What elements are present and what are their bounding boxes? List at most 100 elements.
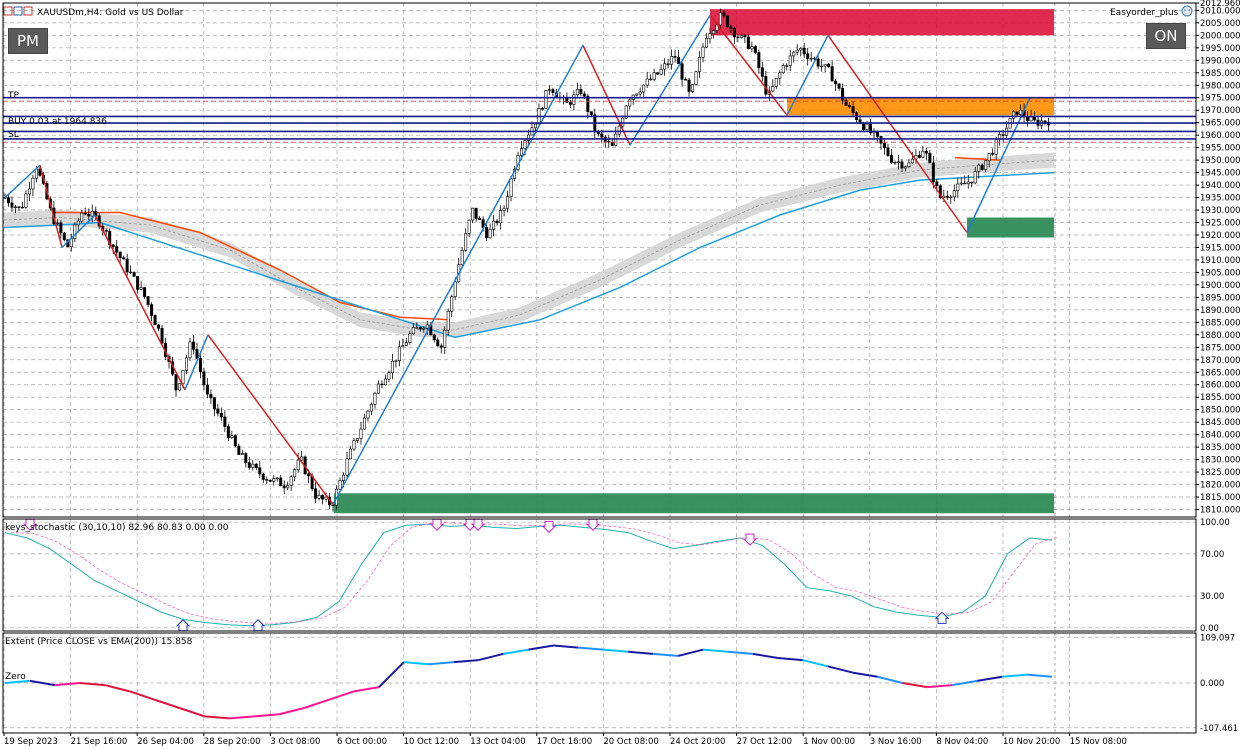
candle-body (739, 34, 743, 38)
stoch-y-label: 30.00 (1200, 592, 1224, 602)
candle-body (282, 485, 286, 489)
candle-body (788, 55, 792, 66)
x-tick-label: 20 Oct 08:00 (603, 737, 658, 747)
extent-segment (104, 684, 130, 693)
candle-body (830, 66, 834, 82)
candle-body (1012, 111, 1016, 119)
candle-body (380, 383, 384, 386)
y-tick-label: 1940.000 (1200, 181, 1241, 191)
y-tick-label: 1825.000 (1200, 468, 1241, 478)
candle-body (394, 360, 398, 362)
candle-body (963, 182, 967, 185)
candle-body (624, 105, 628, 119)
extent-segment (603, 648, 629, 653)
buy-arrow-icon (175, 619, 191, 632)
candle-body (247, 462, 251, 468)
candle-body (917, 155, 921, 158)
sell-arrow-icon (742, 533, 758, 546)
candle-body (115, 246, 119, 253)
candle-body (397, 346, 401, 361)
y-tick-label: 1870.000 (1200, 356, 1241, 366)
candle-body (949, 196, 953, 199)
candle-body (823, 63, 827, 67)
zigzag-down-leg (94, 214, 186, 391)
extent-segment (1002, 673, 1028, 678)
candle-body (928, 152, 932, 164)
candle-body (387, 372, 391, 380)
candle-body (764, 76, 768, 95)
candle-body (642, 84, 646, 93)
candle-body (73, 224, 77, 240)
ext-y-label: -107.461 (1200, 724, 1238, 734)
candle-body (369, 403, 373, 412)
candle-body (132, 272, 136, 277)
candle-body (809, 57, 813, 60)
extent-segment (628, 650, 654, 655)
candle-body (862, 123, 866, 130)
y-tick-label: 1930.000 (1200, 206, 1241, 216)
on-button[interactable]: ON (1146, 23, 1186, 49)
candle-body (729, 26, 733, 29)
extent-segment (653, 652, 679, 657)
candle-body (240, 453, 244, 455)
panel-frame (2, 2, 1197, 518)
candle-body (649, 78, 653, 81)
candle-body (90, 211, 94, 217)
y-tick-label: 1895.000 (1200, 293, 1241, 303)
x-tick-label: 15 Nov 08:00 (1070, 737, 1127, 747)
candle-body (746, 36, 750, 50)
candle-body (432, 334, 436, 341)
y-tick-label: 2010.000 (1200, 6, 1241, 16)
candle-body (17, 206, 21, 208)
y-tick-label: 2000.000 (1200, 31, 1241, 41)
y-tick-label: 1995.000 (1200, 44, 1241, 54)
candle-body (694, 71, 698, 85)
candle-body (889, 155, 893, 163)
candle-body (415, 327, 419, 329)
y-tick-label: 1945.000 (1200, 169, 1241, 179)
y-tick-label: 1865.000 (1200, 368, 1241, 378)
candle-body (670, 56, 674, 65)
candle-body (781, 65, 785, 74)
sell-arrow-icon (429, 518, 445, 531)
candle-body (205, 384, 209, 395)
candle-body (865, 123, 869, 130)
x-tick-label: 24 Oct 20:00 (670, 737, 725, 747)
stochastic-signal-line (10, 522, 1059, 624)
candle-body (404, 342, 408, 346)
candle-body (820, 65, 824, 68)
x-tick-label: 17 Oct 16:00 (537, 737, 592, 747)
zigzag-down-leg (207, 334, 334, 505)
chart-title: XAUUSDm,H4: Gold vs US Dollar (3, 6, 184, 18)
candle-body (628, 99, 632, 107)
chart-title-text: XAUUSDm,H4: Gold vs US Dollar (37, 8, 184, 18)
zero-label: Zero (5, 672, 26, 682)
zigzag-down-leg (582, 45, 631, 146)
candle-body (265, 479, 269, 481)
candle-body (300, 456, 304, 461)
y-tick-label: 1920.000 (1200, 231, 1241, 241)
extent-segment (179, 707, 205, 718)
y-tick-label: 1850.000 (1200, 406, 1241, 416)
candle-body (614, 133, 618, 146)
y-tick-label: 1970.000 (1200, 106, 1241, 116)
x-tick-label: 21 Sep 16:00 (71, 737, 128, 747)
candle-body (499, 210, 503, 224)
candle-body (540, 108, 544, 110)
candle-body (526, 134, 530, 141)
candle-body (725, 15, 729, 28)
candle-body (6, 197, 10, 204)
extent-segment (977, 675, 1003, 682)
y-tick-label: 1955.000 (1200, 144, 1241, 154)
candle-body (279, 477, 283, 487)
extent-segment (54, 682, 80, 687)
pm-button[interactable]: PM (8, 28, 48, 54)
candle-body (980, 164, 984, 170)
candle-body (722, 12, 726, 17)
panel-frame (2, 518, 1197, 632)
candle-body (750, 46, 754, 50)
candle-body (886, 147, 890, 156)
candle-body (834, 80, 838, 85)
y-tick-label: 2005.000 (1200, 19, 1241, 29)
